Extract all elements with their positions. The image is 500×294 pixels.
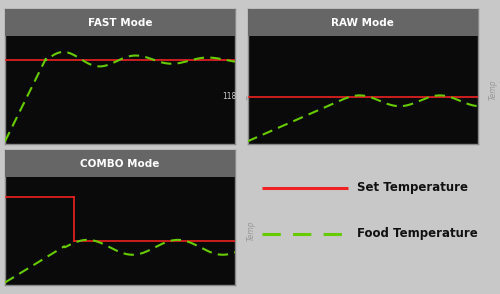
Text: Time: Time (353, 155, 372, 164)
Text: Food Temperature: Food Temperature (357, 227, 478, 240)
Text: Temp: Temp (246, 80, 256, 100)
Bar (5, 9, 235, 36)
Bar (248, 9, 478, 36)
Text: Set Temperature: Set Temperature (357, 181, 468, 194)
Text: Time: Time (110, 155, 130, 164)
Bar (5, 150, 235, 177)
Text: 118°: 118° (222, 92, 240, 101)
Text: COMBO Mode: COMBO Mode (80, 159, 160, 169)
Text: RAW Mode: RAW Mode (331, 18, 394, 28)
Text: Temp: Temp (489, 80, 498, 100)
Text: Temp: Temp (246, 221, 256, 241)
Bar (248, 36, 478, 144)
Bar (5, 36, 235, 144)
Text: FAST Mode: FAST Mode (88, 18, 152, 28)
Bar (5, 177, 235, 285)
